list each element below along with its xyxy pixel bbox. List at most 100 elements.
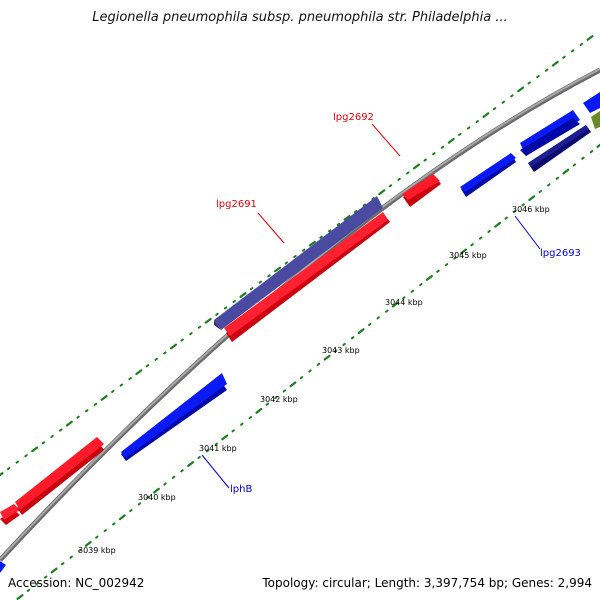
inner-tick-48: [425, 275, 433, 281]
outer-tick-44: [378, 189, 386, 196]
inner-tick-66: [581, 156, 585, 160]
outer-tick-41: [354, 210, 358, 214]
inner-tick-16: [153, 487, 160, 494]
inner-tick-63: [555, 176, 560, 180]
gene-olive-right[interactable]: [591, 111, 600, 129]
gene-label-lpg2692[interactable]: lpg2692: [333, 112, 374, 123]
inner-tick-30: [274, 396, 278, 400]
inner-tick-53: [470, 243, 474, 247]
genome-backbone-highlight: [0, 68, 600, 560]
gene-navy-right[interactable]: [528, 125, 591, 172]
outer-tick-33: [284, 261, 288, 265]
gene-label-lpg2691[interactable]: lpg2691: [216, 199, 257, 210]
outer-tick-4: [31, 446, 39, 453]
inner-tick-24: [221, 434, 229, 441]
inner-tick-50: [444, 263, 449, 267]
outer-tick-38: [328, 229, 332, 233]
outer-tick-0: [0, 472, 4, 477]
inner-tick-55: [487, 229, 491, 233]
inner-tick-27: [248, 416, 252, 420]
inner-tick-65: [572, 163, 577, 167]
outer-tick-42: [362, 203, 367, 207]
gene-label-lphb[interactable]: lphB: [230, 484, 252, 495]
outer-tick-3: [24, 454, 28, 458]
outer-tick-61: [527, 81, 531, 85]
outer-tick-63: [544, 68, 549, 72]
outer-tick-9: [76, 415, 80, 419]
outer-tick-15: [128, 377, 132, 381]
outer-tick-54: [466, 126, 471, 130]
gene-red-1[interactable]: [0, 504, 20, 525]
inner-tick-54: [478, 236, 483, 240]
inner-tick-35: [316, 362, 321, 366]
leader-lpg2693: [514, 215, 541, 250]
gene-blue-bottom-left[interactable]: [0, 561, 6, 573]
inner-tick-61: [538, 190, 542, 194]
inner-tick-43: [385, 309, 389, 313]
outer-tick-18: [154, 357, 158, 361]
gene-label-lpg2693[interactable]: lpg2693: [540, 248, 581, 259]
outer-tick-50: [432, 152, 436, 156]
leader-lpg2691: [257, 212, 285, 244]
kbp-label-3039: 3039 kbp: [78, 546, 116, 555]
accession-label: Accession: NC_002942: [8, 576, 145, 590]
inner-tick-0: [16, 594, 24, 600]
outer-tick-24: [204, 317, 212, 324]
outer-tick-26: [223, 306, 228, 310]
outer-tick-8: [65, 420, 73, 427]
outer-tick-25: [215, 312, 219, 316]
gene-red-2[interactable]: [15, 437, 104, 515]
inner-tick-32: [289, 381, 297, 388]
gene-blue-lpg2693[interactable]: [460, 153, 516, 197]
gene-blue-right-1[interactable]: [520, 110, 580, 156]
outer-tick-37: [319, 235, 323, 239]
leader-lphb: [201, 454, 230, 489]
inner-tick-10: [103, 529, 107, 533]
kbp-label-3045: 3045 kbp: [449, 251, 487, 260]
inner-tick-12: [118, 514, 126, 521]
outer-tick-5: [41, 441, 46, 445]
outer-tick-14: [119, 383, 124, 387]
inner-tick-19: [180, 469, 184, 473]
inner-tick-7: [78, 548, 82, 552]
inner-tick-39: [350, 336, 355, 340]
outer-tick-13: [111, 389, 115, 393]
inner-tick-67: [589, 150, 594, 154]
gene-red-lpg2692[interactable]: [402, 174, 441, 207]
inner-tick-60: [528, 195, 536, 202]
gene-blue-lphb[interactable]: [121, 373, 227, 461]
kbp-label-3041: 3041 kbp: [199, 444, 237, 453]
kbp-label-3043: 3043 kbp: [322, 346, 360, 355]
inner-tick-25: [231, 429, 235, 433]
inner-tick-36: [323, 354, 331, 361]
inner-tick-26: [240, 422, 244, 426]
gene-red-lpg2691[interactable]: [224, 212, 390, 342]
inner-tick-51: [453, 256, 457, 260]
inner-tick-21: [197, 455, 201, 459]
outer-tick-65: [562, 55, 566, 59]
outer-tick-10: [85, 409, 89, 413]
inner-tick-68: [596, 143, 600, 148]
inner-tick-41: [368, 322, 372, 326]
gene-blue-right-2[interactable]: [583, 92, 600, 113]
inner-tick-3: [43, 575, 48, 579]
outer-tick-31: [267, 274, 271, 278]
inner-tick-64: [562, 168, 570, 175]
outer-tick-28: [239, 292, 247, 298]
outer-tick-36: [308, 240, 316, 247]
gene-slate-lpg2691[interactable]: [214, 196, 383, 330]
outer-tick-17: [145, 364, 150, 368]
outer-tick-27: [232, 299, 236, 303]
inner-tick-17: [163, 482, 167, 486]
outer-tick-59: [510, 94, 514, 98]
outer-tick-51: [440, 145, 445, 149]
inner-tick-9: [95, 535, 99, 539]
inner-tick-11: [112, 522, 116, 526]
inner-tick-47: [419, 283, 423, 287]
outer-tick-55: [475, 120, 479, 124]
outer-tick-32: [274, 266, 282, 273]
inner-tick-20: [187, 461, 195, 467]
outer-tick-34: [293, 255, 297, 258]
outer-tick-52: [447, 137, 455, 144]
